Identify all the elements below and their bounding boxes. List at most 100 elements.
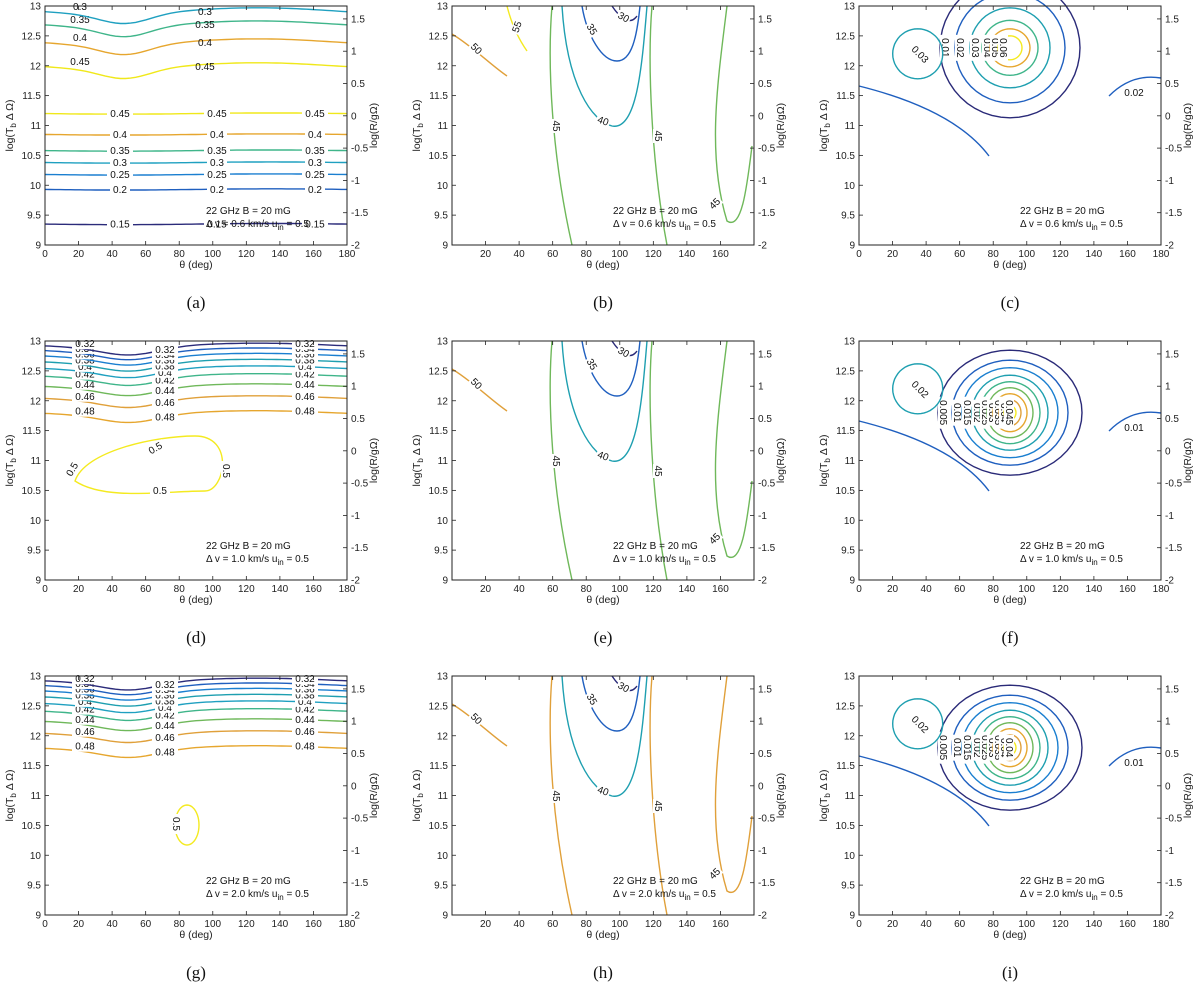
contour-label-bg [72,704,98,715]
y-axis-label-left: log(Tb Δ Ω) [4,434,18,486]
y-tick-label-right: -1 [1165,846,1174,857]
contour-label-bg [510,18,525,36]
contour-label: 0.4 [298,362,312,373]
y-tick-label-left: 11 [438,121,449,132]
contour-label-bg [72,690,98,701]
uin-symbol: u [679,219,685,230]
x-tick-label: 40 [514,584,526,595]
contour-line-upper [44,38,348,56]
x-tick-label: 100 [204,249,221,260]
contour-label-bg [150,486,170,496]
x-tick-label: 20 [73,919,85,930]
y-tick-label-left: 10 [844,851,856,862]
y-tick-label-left: 11.5 [836,91,855,102]
contour-label-bg [594,114,612,129]
contour-line [549,340,573,581]
y-tick-label-left: 11.5 [22,91,41,102]
y-axis-label-right: log(R/gΩ) [368,103,380,148]
x-axis-label: θ (deg) [179,259,212,271]
dv-text: Δ v = 0.6 km/s [613,219,679,230]
y-tick-label-right: -1 [758,846,767,857]
x-tick-label: 140 [1086,584,1103,595]
y-tick-label-left: 10.5 [22,151,42,162]
y-tick-label-right: -0.5 [758,814,776,825]
y-tick-label-right: -1.5 [1165,208,1183,219]
x-tick-label: 160 [305,249,322,260]
contour-label: 0.3 [210,158,224,169]
freq-annotation: 22 GHz B = 20 mG [613,206,698,217]
y-tick-label-right: 1.5 [758,684,772,695]
y-label-rest: Δ Ω) [818,99,830,123]
contour-label: 45 [550,790,561,802]
y-tick-label-left: 13 [437,337,449,348]
contour-label-bg [107,219,133,230]
x-tick-label: 120 [238,249,255,260]
contour-label: 0.015 [961,735,972,760]
contour-label: 0.38 [75,690,95,701]
y-label-rest: Δ Ω) [818,769,830,793]
y-tick-label-left: 12.5 [22,366,42,377]
dv-annotation: Δ v = 0.6 km/s uin = 0.5 [1020,219,1123,232]
uin-subscript: in [1091,893,1097,902]
y-tick-label-right: -0.5 [351,144,369,155]
y-tick-label-left: 10 [437,516,449,527]
contour-label-bg [937,396,948,429]
y-tick-label-right: -1 [758,176,767,187]
contour-label: 0.02 [971,403,982,423]
x-tick-label: 140 [1086,249,1103,260]
x-tick-label: 80 [988,919,1000,930]
contour-label-bg [706,865,724,883]
contour-label-bg [155,367,175,378]
contour-label: 0.01 [1124,758,1144,769]
x-tick-label: 40 [514,919,526,930]
contour-label: 0.35 [305,146,325,157]
y-tick-label-left: 10.5 [836,486,856,497]
y-tick-label-left: 9.5 [27,881,41,892]
contour-label-bg [72,726,98,737]
contour-line [891,363,944,415]
contour-label-bg [292,690,318,701]
contour-line [714,340,753,559]
y-tick-label-right: 1.5 [758,14,772,25]
contour-label-bg [614,9,633,26]
x-tick-label: 100 [204,584,221,595]
contour-label: 0.035 [992,400,1003,425]
y-tick-label-left: 10 [30,851,42,862]
x-tick-label: 100 [1018,919,1035,930]
contour-label: 0.4 [308,130,322,141]
contour-label: 45 [550,120,561,132]
y-tick-label-right: -0.5 [1165,479,1183,490]
contour-label-bg [152,732,178,743]
contour-label: 0.35 [207,146,227,157]
x-axis-label: θ (deg) [993,929,1026,941]
freq-annotation: 22 GHz B = 20 mG [206,541,291,552]
panel-c: 0.01 0.02 0.03 0.040.050.060.030.020 20 40 60 8… [818,0,1194,312]
contour-label-bg [72,741,98,752]
panel-caption: (e) [594,628,613,647]
dv-text: Δ v = 2.0 km/s [206,889,272,900]
y-axis-label-left: log(Tb Δ Ω) [411,99,425,151]
uin-symbol: u [679,889,685,900]
y-tick-label-right: 1.5 [758,349,772,360]
x-tick-label: 80 [581,249,593,260]
contour-label-bg [152,385,178,396]
y-tick-label-left: 9 [849,911,855,922]
x-tick-label: 120 [645,584,662,595]
x-tick-label: 40 [107,919,119,930]
x-tick-label: 60 [140,919,152,930]
y-axis-label-right: log(R/gΩ) [775,103,787,148]
contour-label: 30 [616,10,632,25]
y-tick-label-right: -0.5 [351,479,369,490]
contour-label: 0.4 [298,697,312,708]
y-tick-label-left: 10 [437,181,449,192]
uin-subscript: in [1091,558,1097,567]
y-label-rest: Δ Ω) [4,434,16,458]
x-tick-label: 120 [1052,584,1069,595]
contour-label: 50 [468,376,484,392]
dv-annotation: Δ v = 1.0 km/s uin = 0.5 [206,554,309,567]
contour-label-bg [171,814,181,834]
contour-label-bg [107,169,133,180]
y-tick-label-left: 12.5 [22,701,42,712]
y-tick-label-right: 0.5 [351,749,365,760]
